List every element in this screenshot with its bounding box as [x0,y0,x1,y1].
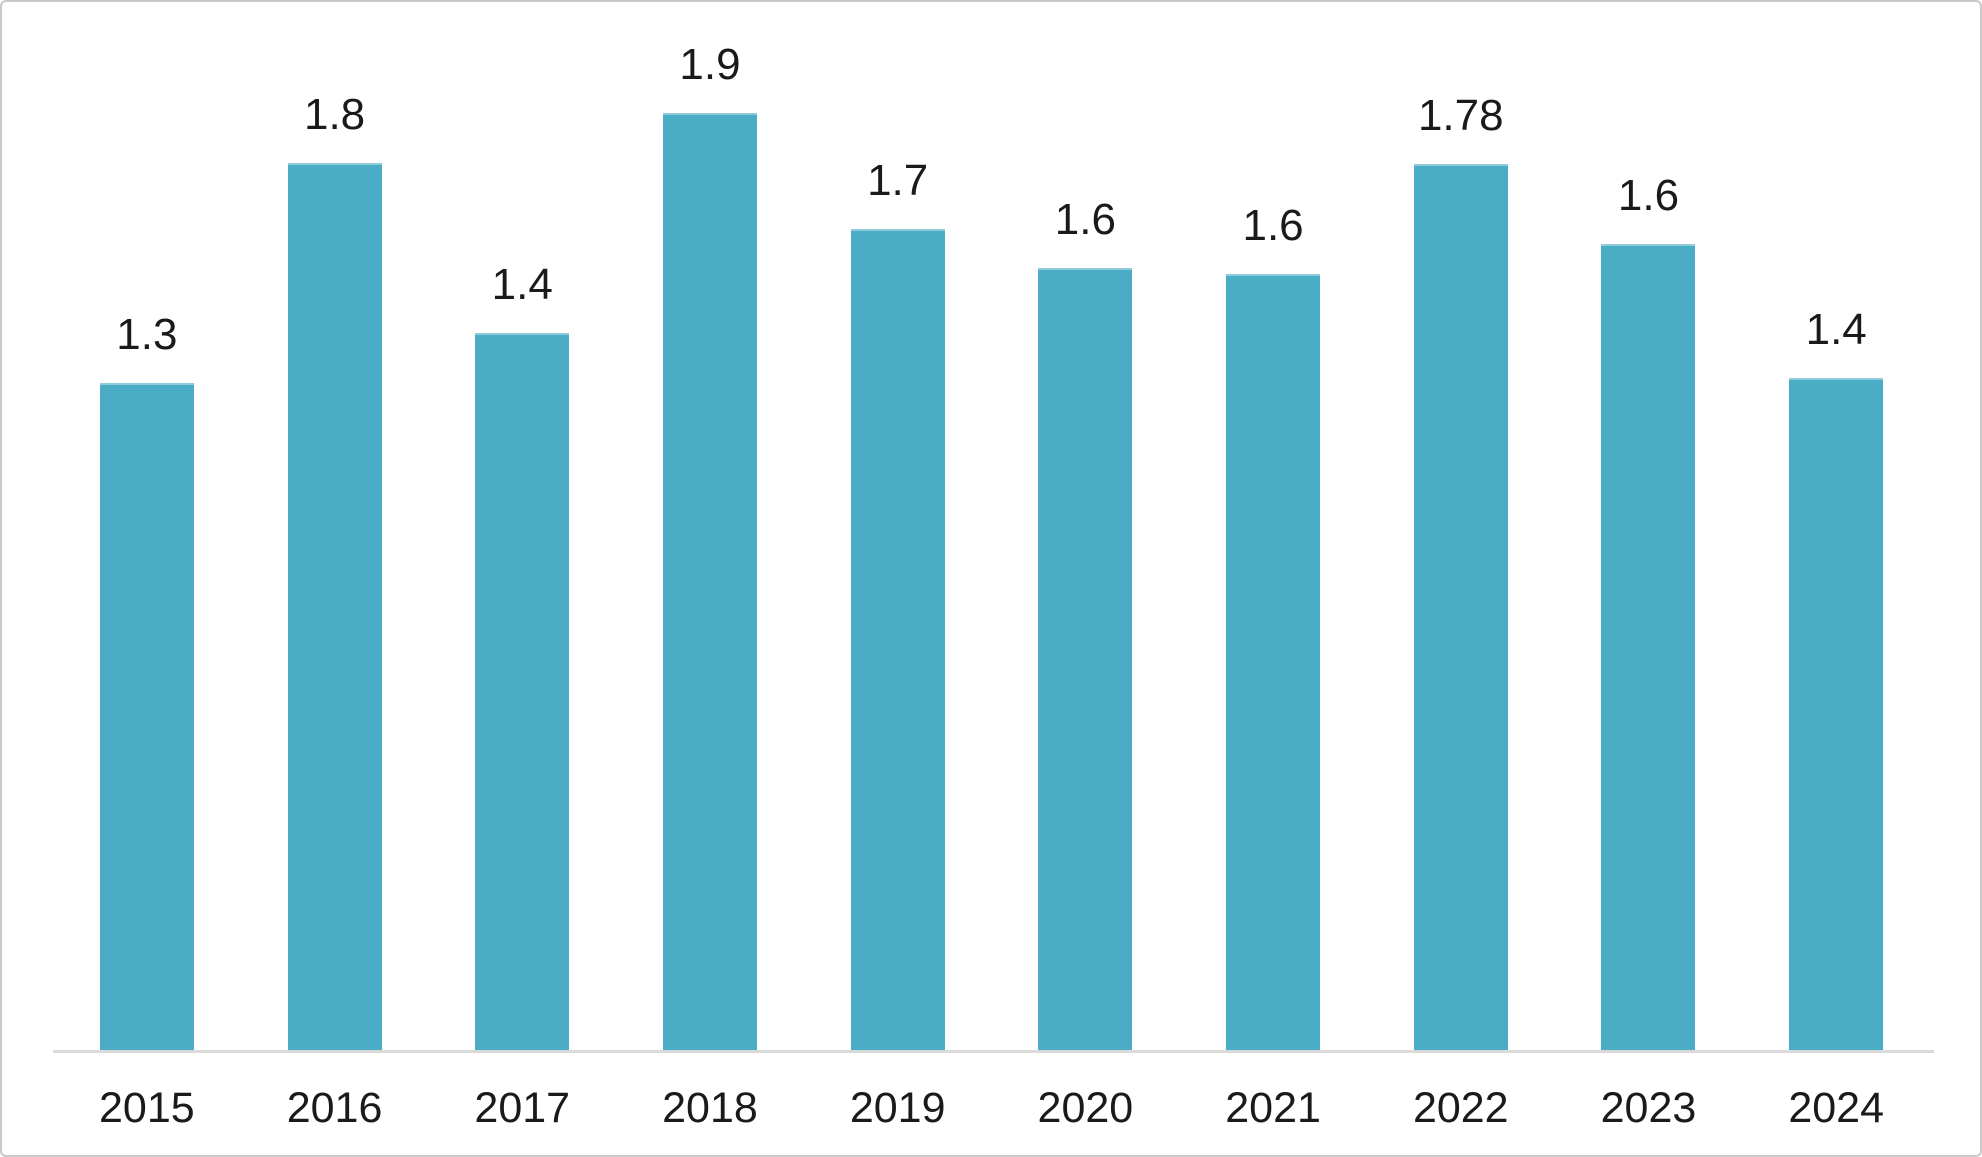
bar-group: 1.4 2024 [1742,2,1930,1130]
bar-value-label: 1.8 [303,90,366,139]
bar-chart-plot-area: 1.3 2015 1.8 2016 1.4 2017 1.9 2018 1.7 … [53,2,1930,1130]
x-axis-tick-label: 2023 [1600,1084,1697,1132]
bar-group: 1.9 2018 [616,2,804,1130]
bar-value-label: 1.7 [867,156,929,205]
bar [475,333,570,1050]
x-axis-tick-label: 2016 [286,1084,383,1132]
bar-value-label: 1.4 [1805,305,1867,354]
x-axis-tick-label: 2017 [474,1084,571,1132]
bar-value-label: 1.78 [1417,91,1504,140]
bar-group: 1.8 2016 [241,2,429,1130]
bar-value-label: 1.3 [116,310,178,359]
bar [287,163,382,1050]
bar-group: 1.78 2022 [1367,2,1555,1130]
bar-group: 1.3 2015 [53,2,241,1130]
bar [1038,268,1133,1050]
x-axis-tick-label: 2022 [1412,1084,1509,1132]
bar [1601,244,1696,1050]
bar-group: 1.4 2017 [428,2,616,1130]
bar-value-label: 1.9 [679,40,741,89]
bar-group: 1.6 2021 [1179,2,1367,1130]
bar-value-label: 1.6 [1617,171,1680,220]
bar [1413,164,1508,1050]
x-axis-tick-label: 2024 [1788,1084,1885,1132]
x-axis-tick-label: 2015 [99,1084,195,1132]
x-axis-tick-label: 2018 [662,1084,758,1132]
x-axis-tick-label: 2020 [1037,1084,1134,1132]
x-axis-line [53,1050,1934,1053]
bar [850,229,945,1050]
x-axis-tick-label: 2021 [1225,1084,1321,1132]
bar [1226,274,1321,1050]
bar-value-label: 1.4 [491,260,553,309]
x-axis-tick-label: 2019 [849,1084,946,1132]
bar [1789,378,1884,1050]
bar-group: 1.7 2019 [804,2,992,1130]
bar-group: 1.6 2023 [1555,2,1743,1130]
bar [662,113,757,1050]
bar-group: 1.6 2020 [992,2,1180,1130]
bar-value-label: 1.6 [1242,201,1304,250]
bar [99,383,194,1050]
bar-value-label: 1.6 [1054,195,1116,244]
